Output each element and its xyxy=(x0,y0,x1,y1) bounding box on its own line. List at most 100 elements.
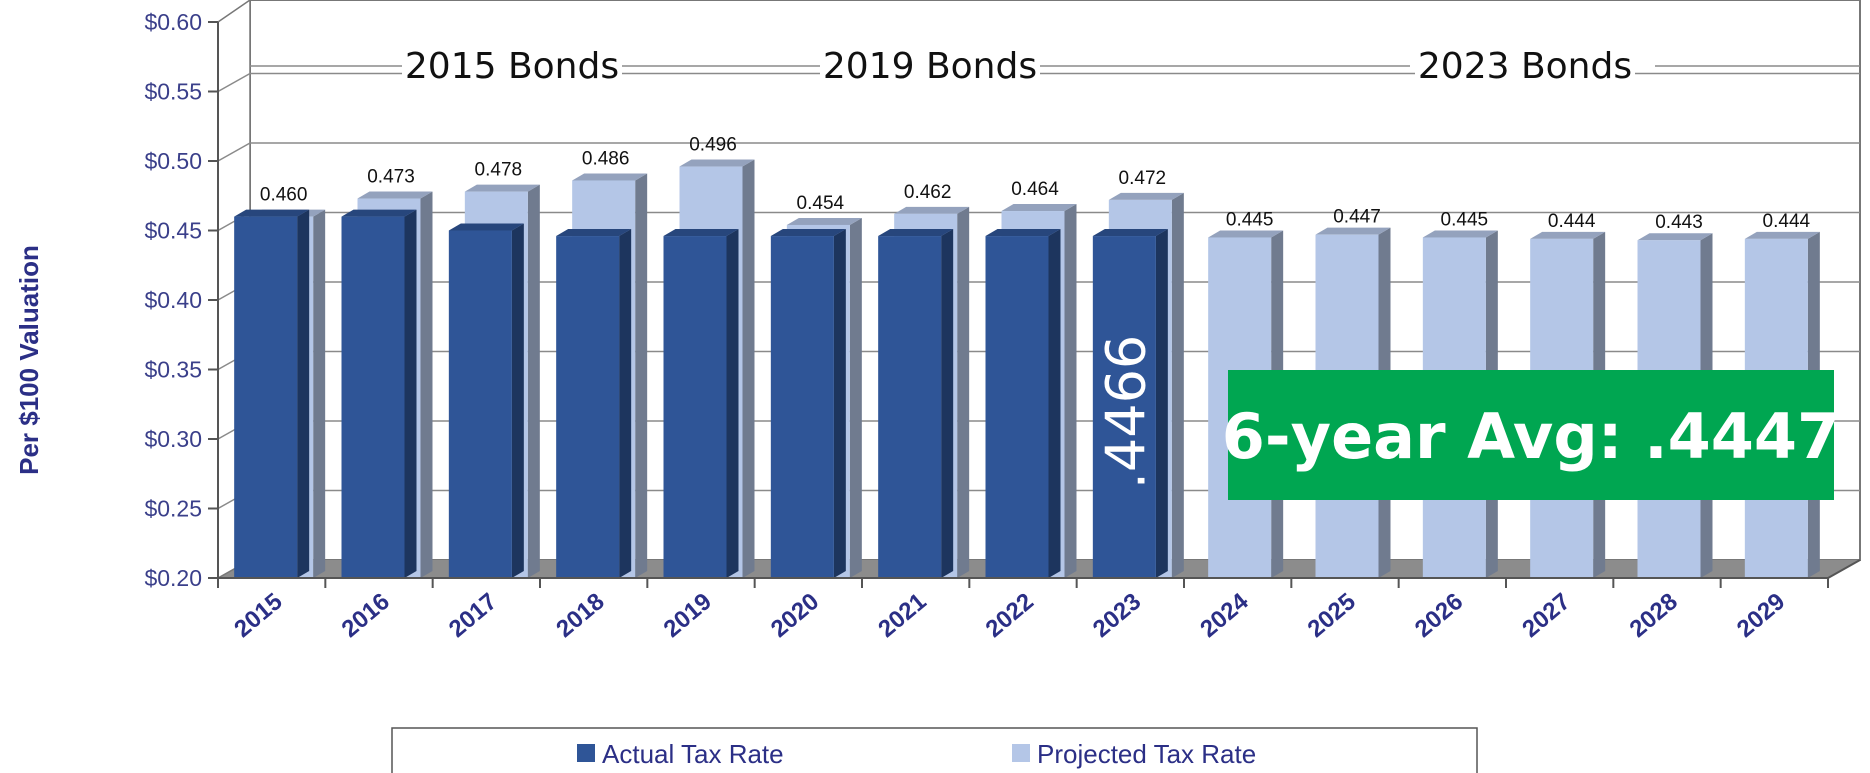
bar-actual-front xyxy=(986,236,1049,578)
x-tick-label: 2029 xyxy=(1732,588,1790,643)
bar-actual-top xyxy=(556,229,631,236)
bar-actual-top xyxy=(234,210,309,217)
bar-actual-front xyxy=(234,217,297,578)
y-tick-label: $0.40 xyxy=(144,287,202,313)
x-tick-label: 2025 xyxy=(1303,588,1361,643)
y-tick-label: $0.25 xyxy=(144,496,202,522)
legend-swatch-actual xyxy=(577,744,595,762)
bar-actual-side xyxy=(405,210,417,578)
bond-label: 2019 Bonds xyxy=(823,46,1037,87)
x-tick-label: 2026 xyxy=(1410,588,1468,643)
y-tick-label: $0.20 xyxy=(144,565,202,591)
bar-actual-top xyxy=(342,210,417,217)
x-tick-label: 2021 xyxy=(873,588,931,643)
legend-label-actual: Actual Tax Rate xyxy=(602,739,784,769)
bar-actual xyxy=(771,229,846,578)
bar-projected-side xyxy=(957,207,969,578)
bar-2023-label: .4466 xyxy=(1094,335,1157,490)
y-tick-label: $0.45 xyxy=(144,218,202,244)
bar-actual-side xyxy=(941,229,953,578)
bar-actual-front xyxy=(771,236,834,578)
bar-actual-top xyxy=(878,229,953,236)
bar-actual xyxy=(342,210,417,578)
x-tick-label: 2020 xyxy=(766,588,824,643)
bar-actual-front xyxy=(342,217,405,578)
bar-actual xyxy=(234,210,309,578)
y-tick-label: $0.50 xyxy=(144,148,202,174)
bar-actual-side xyxy=(619,229,631,578)
y-axis: $0.20 $0.25 $0.30 $0.35 $0.40 $0.45 $0.50 $0.55… xyxy=(144,9,218,591)
bar-projected-side xyxy=(1065,204,1077,578)
bar-projected-side xyxy=(1172,193,1184,578)
data-label: 0.486 xyxy=(582,148,630,169)
bar-projected-top xyxy=(1530,232,1605,239)
average-box-text: 6-year Avg: .4447 xyxy=(1222,400,1840,473)
data-label: 0.445 xyxy=(1441,209,1489,230)
bar-projected-top xyxy=(1109,193,1184,200)
x-tick-label: 2016 xyxy=(337,588,395,643)
data-label: 0.444 xyxy=(1763,211,1811,232)
bar-actual-side xyxy=(1049,229,1061,578)
bar-actual xyxy=(878,229,953,578)
legend-label-projected: Projected Tax Rate xyxy=(1037,739,1256,769)
bar-actual-side xyxy=(727,229,739,578)
x-tick-label: 2022 xyxy=(981,588,1039,643)
bar-actual-side xyxy=(512,224,524,579)
data-label: 0.445 xyxy=(1226,209,1274,230)
bar-actual-top xyxy=(986,229,1061,236)
bar-projected-side xyxy=(743,160,755,578)
bar-actual-top xyxy=(664,229,739,236)
bar-projected-side xyxy=(635,173,647,578)
bar-projected-top xyxy=(894,207,969,214)
data-label: 0.447 xyxy=(1333,207,1381,228)
x-tick-label: 2019 xyxy=(659,588,717,643)
bar-actual xyxy=(556,229,631,578)
bar-projected-top xyxy=(1423,230,1498,237)
data-label: 0.496 xyxy=(689,135,737,156)
bar-projected-top xyxy=(680,160,755,167)
data-label: 0.464 xyxy=(1011,179,1059,200)
data-label: 0.473 xyxy=(367,167,415,188)
bar-actual-top xyxy=(449,224,524,231)
x-tick-label: 2028 xyxy=(1625,588,1683,643)
bar-projected-top xyxy=(465,185,540,192)
data-label: 0.444 xyxy=(1548,211,1596,232)
bar-actual-front xyxy=(556,236,619,578)
x-tick-label: 2023 xyxy=(1088,588,1146,643)
bar-projected-top xyxy=(787,218,862,225)
data-label: 0.478 xyxy=(475,160,523,181)
x-tick-label: 2018 xyxy=(551,588,609,643)
y-tick-label: $0.30 xyxy=(144,426,202,452)
bar-projected-side xyxy=(313,210,325,578)
bar-projected-top xyxy=(1316,228,1391,235)
bar-actual-top xyxy=(771,229,846,236)
x-tick-label: 2027 xyxy=(1517,588,1575,643)
bond-label: 2023 Bonds xyxy=(1418,46,1632,87)
y-tick-label: $0.35 xyxy=(144,357,202,383)
data-label: 0.462 xyxy=(904,182,952,203)
y-tick-label: $0.60 xyxy=(144,9,202,35)
data-label: 0.454 xyxy=(797,193,845,214)
data-label: 0.460 xyxy=(260,185,308,206)
bar-actual xyxy=(664,229,739,578)
x-tick-label: 2015 xyxy=(229,588,287,643)
bar-projected-top xyxy=(1745,232,1820,239)
bar-projected-top xyxy=(1208,230,1283,237)
bar-projected-side xyxy=(850,218,862,578)
bar-projected-side xyxy=(421,192,433,578)
y-axis-label: Per $100 Valuation xyxy=(14,245,44,475)
bar-actual-side xyxy=(1156,229,1168,578)
y-tick-label: $0.55 xyxy=(144,79,202,105)
bond-label: 2015 Bonds xyxy=(405,46,619,87)
data-label: 0.443 xyxy=(1655,212,1703,233)
bar-actual xyxy=(449,224,524,579)
legend: Actual Tax Rate Projected Tax Rate xyxy=(392,728,1477,773)
data-label: 0.472 xyxy=(1119,168,1167,189)
bar-actual-top xyxy=(1093,229,1168,236)
bar-projected-top xyxy=(1638,233,1713,240)
bar-actual-side xyxy=(834,229,846,578)
legend-frame xyxy=(392,728,1477,773)
legend-swatch-projected xyxy=(1012,744,1030,762)
bar-actual-front xyxy=(449,231,512,579)
